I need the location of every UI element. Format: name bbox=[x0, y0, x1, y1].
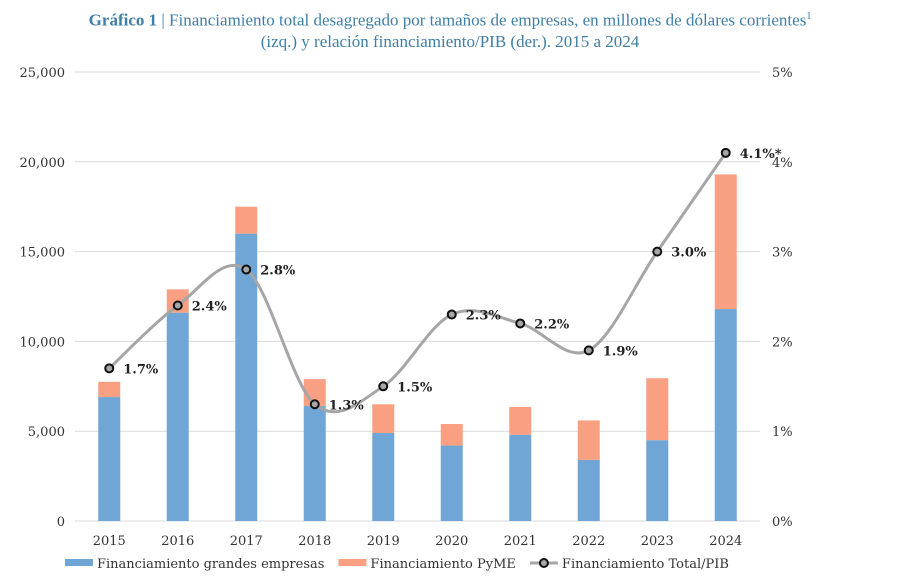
bar-pyme bbox=[372, 404, 395, 433]
y-right-tick-label: 3% bbox=[772, 246, 793, 261]
data-label: 1.9% bbox=[603, 344, 639, 359]
bar-grandes bbox=[98, 397, 121, 521]
bar-pyme bbox=[235, 206, 258, 234]
legend-label: Financiamiento grandes empresas bbox=[97, 557, 324, 572]
bar-grandes bbox=[509, 434, 532, 521]
bar-pyme bbox=[646, 378, 669, 441]
bar-pyme bbox=[440, 424, 463, 446]
line-point bbox=[720, 147, 731, 158]
bar-pyme bbox=[714, 174, 737, 310]
line-point bbox=[104, 363, 115, 374]
title-footnote: 1 bbox=[806, 11, 812, 22]
x-tick-label: 2024 bbox=[709, 534, 742, 549]
line-point bbox=[309, 399, 320, 410]
x-tick-label: 2019 bbox=[367, 534, 400, 549]
line-point bbox=[515, 318, 526, 329]
x-tick-label: 2016 bbox=[161, 534, 194, 549]
line-point bbox=[172, 300, 183, 311]
y-left-tick-label: 10,000 bbox=[20, 335, 66, 350]
line-total-pib bbox=[108, 151, 727, 414]
data-label: 1.7% bbox=[123, 362, 159, 377]
x-tick-label: 2017 bbox=[230, 534, 263, 549]
bar-grandes bbox=[714, 309, 737, 521]
legend-swatch bbox=[338, 559, 367, 566]
y-right-tick-label: 0% bbox=[772, 515, 793, 530]
line-point bbox=[652, 246, 663, 257]
bar-grandes bbox=[577, 459, 600, 521]
bar-grandes bbox=[372, 432, 395, 521]
data-label: 2.4% bbox=[192, 299, 228, 314]
title-line1: | Financiamiento total desagregado por t… bbox=[161, 10, 807, 30]
x-tick-label: 2015 bbox=[93, 534, 126, 549]
x-tick-label: 2022 bbox=[572, 534, 605, 549]
legend-swatch bbox=[65, 559, 93, 566]
chart-title: Gráfico 1 | Financiamiento total desagre… bbox=[0, 6, 900, 52]
data-label: 1.3% bbox=[329, 398, 365, 413]
y-left-tick-label: 5,000 bbox=[28, 425, 65, 440]
bar-grandes bbox=[646, 440, 669, 521]
y-left-tick-label: 15,000 bbox=[20, 246, 66, 261]
bar-grandes bbox=[440, 445, 463, 521]
x-tick-label: 2018 bbox=[298, 534, 331, 549]
title-line2: (izq.) y relación financiamiento/PIB (de… bbox=[260, 31, 640, 51]
x-tick-label: 2020 bbox=[435, 534, 468, 549]
data-label: 2.8% bbox=[260, 264, 296, 279]
bar-grandes bbox=[235, 233, 258, 521]
bar-grandes bbox=[166, 312, 189, 521]
line-point bbox=[583, 345, 594, 356]
legend-marker bbox=[538, 558, 549, 568]
legend-label: Financiamiento PyME bbox=[370, 557, 516, 572]
y-right-tick-label: 2% bbox=[772, 335, 793, 350]
data-label: 2.3% bbox=[466, 308, 502, 323]
y-left-tick-label: 25,000 bbox=[20, 66, 66, 81]
y-right-tick-label: 4% bbox=[772, 156, 793, 171]
bar-pyme bbox=[98, 381, 121, 398]
line-point bbox=[241, 264, 252, 275]
y-left-tick-label: 0 bbox=[57, 515, 65, 530]
y-right-tick-label: 5% bbox=[772, 66, 793, 81]
data-label: 3.0% bbox=[671, 246, 707, 261]
bar-pyme bbox=[577, 420, 600, 460]
data-label: 2.2% bbox=[534, 317, 570, 332]
data-label: 4.1%* bbox=[740, 147, 782, 162]
x-tick-label: 2021 bbox=[504, 534, 537, 549]
y-left-tick-label: 20,000 bbox=[20, 156, 66, 171]
legend-label: Financiamiento Total/PIB bbox=[562, 557, 729, 572]
y-right-tick-label: 1% bbox=[772, 425, 793, 440]
data-label: 1.5% bbox=[397, 380, 433, 395]
bar-pyme bbox=[509, 406, 532, 435]
bar-grandes bbox=[303, 406, 326, 521]
title-prefix: Gráfico 1 bbox=[88, 10, 158, 30]
line-point bbox=[446, 309, 457, 320]
x-tick-label: 2023 bbox=[641, 534, 674, 549]
line-point bbox=[378, 381, 389, 392]
